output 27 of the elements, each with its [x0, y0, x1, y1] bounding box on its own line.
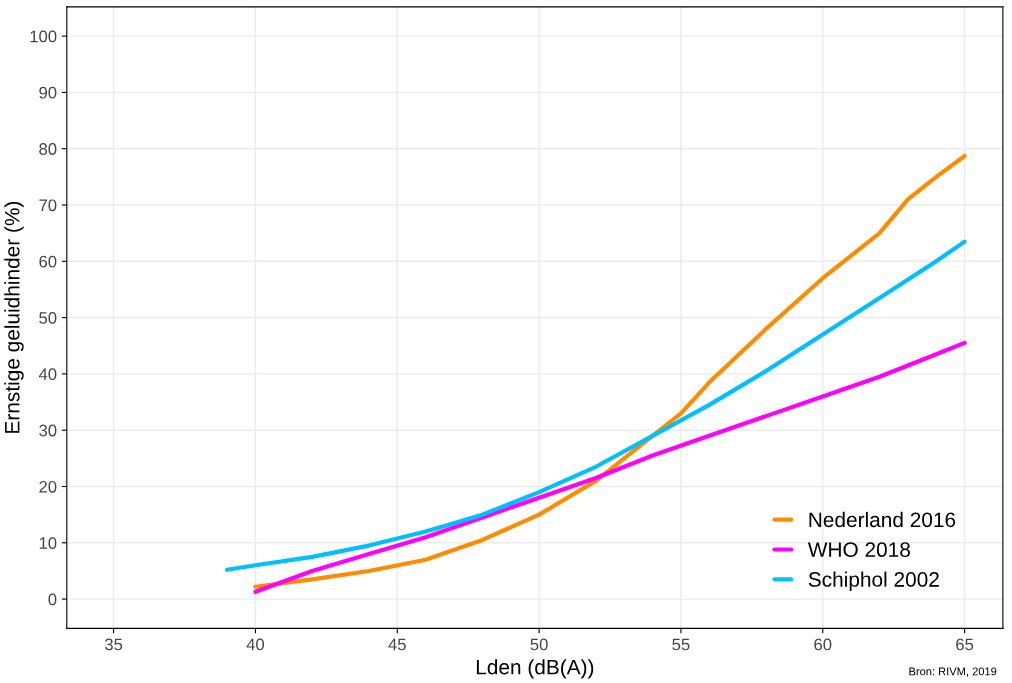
- y-tick-label: 50: [39, 312, 57, 324]
- x-tick-label: 65: [956, 638, 974, 651]
- y-tick-label: 10: [39, 537, 57, 549]
- x-tick-label: 45: [388, 638, 406, 651]
- y-tick-label: 100: [30, 30, 57, 43]
- text: Bron: RIVM, 2019: [909, 667, 997, 677]
- y-tick-label: 30: [39, 424, 57, 437]
- y-tick-label: 40: [38, 368, 57, 381]
- y-tick-label: 70: [39, 199, 57, 212]
- line-series: [253, 153, 967, 589]
- x-tick-label: 40: [246, 638, 265, 651]
- y-tick-label: 80: [39, 143, 57, 155]
- legend-label: Schiphol 2002: [808, 571, 939, 591]
- y-tick-label: 60: [39, 255, 57, 268]
- x-axis-title: Lden (dB(A)): [476, 659, 594, 679]
- y-tick-label: 20: [39, 480, 57, 493]
- x-tick-label: 55: [672, 638, 690, 651]
- line-series: [224, 239, 967, 572]
- line-series: [253, 340, 967, 594]
- y-tick-label: 0: [48, 593, 57, 606]
- y-axis-title: Ernstige geluidhinder (%): [4, 201, 24, 433]
- legend-label: Nederland 2016: [809, 511, 956, 528]
- y-tick-label: 90: [39, 86, 57, 99]
- legend-label: WHO 2018: [807, 542, 910, 558]
- x-tick-label: 35: [104, 638, 123, 651]
- x-tick-label: 50: [530, 638, 548, 651]
- x-tick-label: 60: [814, 638, 832, 651]
